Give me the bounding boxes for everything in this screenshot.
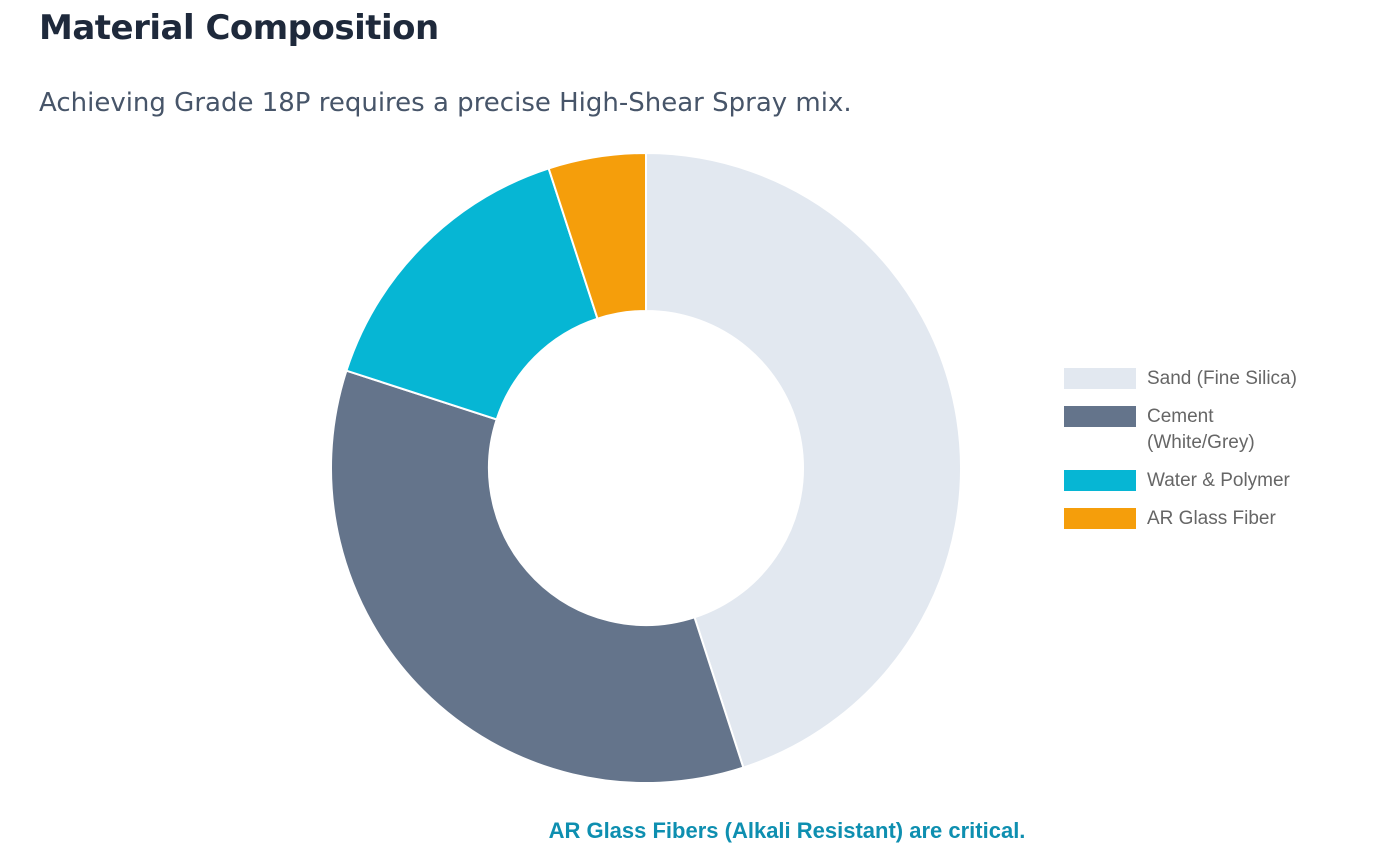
legend-label: Water & Polymer [1147, 470, 1290, 491]
legend-swatch [1064, 368, 1136, 389]
page-subtitle: Achieving Grade 18P requires a precise H… [39, 88, 852, 118]
page-title: Material Composition [39, 8, 439, 48]
legend-swatch [1064, 406, 1136, 427]
legend-item[interactable]: Cement (White/Grey) [1064, 404, 1334, 456]
doughnut-slice-sand-fine-silica[interactable] [645, 151, 962, 769]
legend-label: AR Glass Fiber [1147, 508, 1276, 529]
legend-item[interactable]: Water & Polymer [1064, 468, 1334, 494]
doughnut-slice-cement-white-grey[interactable] [330, 369, 745, 784]
footer-note: AR Glass Fibers (Alkali Resistant) are c… [548, 818, 1026, 843]
legend-item[interactable]: Sand (Fine Silica) [1064, 366, 1334, 392]
legend-item[interactable]: AR Glass Fiber [1064, 506, 1334, 532]
legend-label: Cement (White/Grey) [1147, 406, 1255, 453]
chart-legend: Sand (Fine Silica) Cement (White/Grey) Wat… [1064, 366, 1334, 544]
legend-swatch [1064, 470, 1136, 491]
legend-label: Sand (Fine Silica) [1147, 368, 1297, 389]
doughnut-slice-ar-glass-fiber[interactable] [547, 151, 647, 320]
doughnut-slice-water-polymer[interactable] [345, 167, 599, 421]
legend-swatch [1064, 508, 1136, 529]
